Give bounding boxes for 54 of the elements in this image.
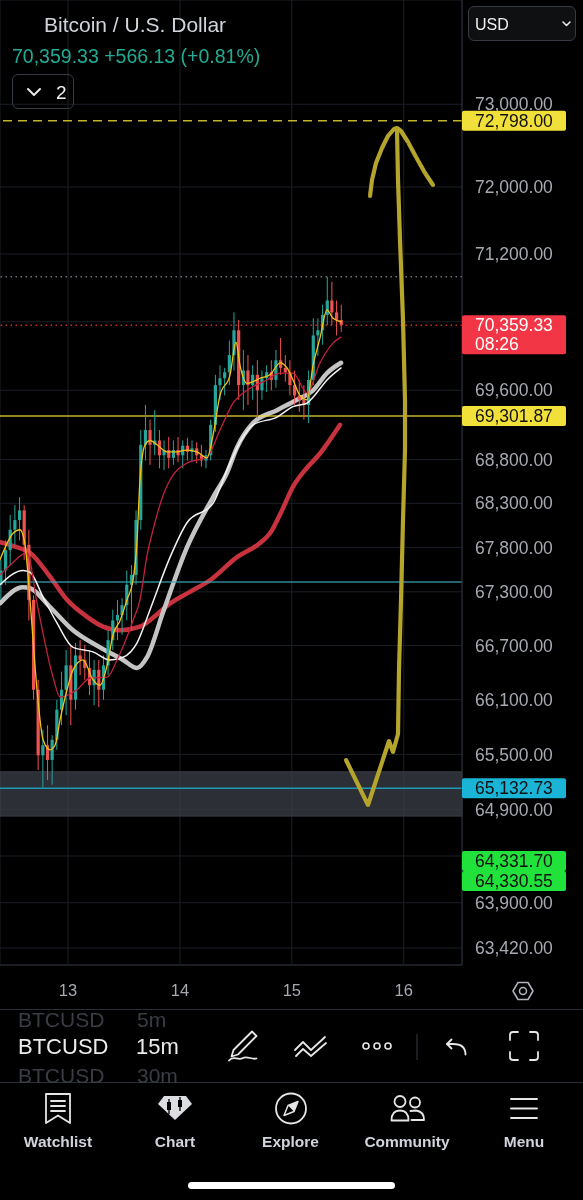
candlestick [260,370,264,401]
candlestick [162,439,166,471]
text: Watchlist [23,1131,93,1151]
y-tick-label: 72,000.00 [475,177,554,198]
text: 5m [137,1006,167,1032]
y-tick-label: 68,800.00 [475,449,554,470]
text: 64,330.55 [475,871,553,892]
ref-line-label: 65,132.73 [475,778,553,799]
annotation: 2 [56,80,67,104]
y-tick-label: 68,300.00 [475,493,554,514]
ref-line-label: 69,301.87 [475,406,553,427]
y-tick-label: 69,600.00 [475,380,554,401]
y-tick-label: 63,900.00 [475,892,554,913]
x-tick-label: 14 [170,980,190,999]
y-tick-label: 66,700.00 [475,635,554,656]
ref-line-label: 70,359.33 08:26 [475,315,553,355]
candlestick [218,364,222,401]
candlestick [17,496,22,541]
text: BTCUSD [18,1062,105,1088]
y-tick-label: 64,900.00 [475,799,554,820]
text: Bitcoin / U.S. Dollar [44,11,227,37]
currency-dropdown: USD [468,6,576,41]
y-tick-label: 65,500.00 [475,744,554,765]
x-tick-label: 16 [394,980,413,999]
x-tick-label: 13 [58,980,78,999]
candlestick [148,419,152,466]
text: 64,331.70 [475,851,554,872]
candlestick [78,639,82,676]
y-tick-label: 67,800.00 [475,537,554,558]
text: Explore [262,1131,319,1151]
candlestick [176,436,180,463]
text: 30m [137,1062,178,1088]
y-tick-label: 67,300.00 [475,581,554,602]
candlestick [41,729,45,788]
candlestick [330,281,334,326]
candlestick [246,354,250,406]
y-tick-label: 66,100.00 [475,689,554,710]
candlestick [334,299,339,336]
text: BTCUSD [18,1034,109,1060]
text: Community [364,1131,450,1151]
y-tick-label: 63,420.00 [475,938,554,959]
text: Menu [503,1131,545,1151]
line-series [0,422,343,633]
text: 70,359.33 +566.13 (+0.81%) [12,44,261,68]
candlestick [13,504,17,546]
text: 15m [136,1034,179,1060]
y-tick-label: 71,200.00 [475,244,554,265]
candlestick [223,367,227,396]
x-tick-label: 15 [282,980,301,999]
text: BTCUSD [18,1006,105,1032]
candlestick [120,597,124,636]
collapse-button: 2 [12,74,74,109]
text: Chart [154,1131,196,1151]
candlestick [316,317,320,357]
